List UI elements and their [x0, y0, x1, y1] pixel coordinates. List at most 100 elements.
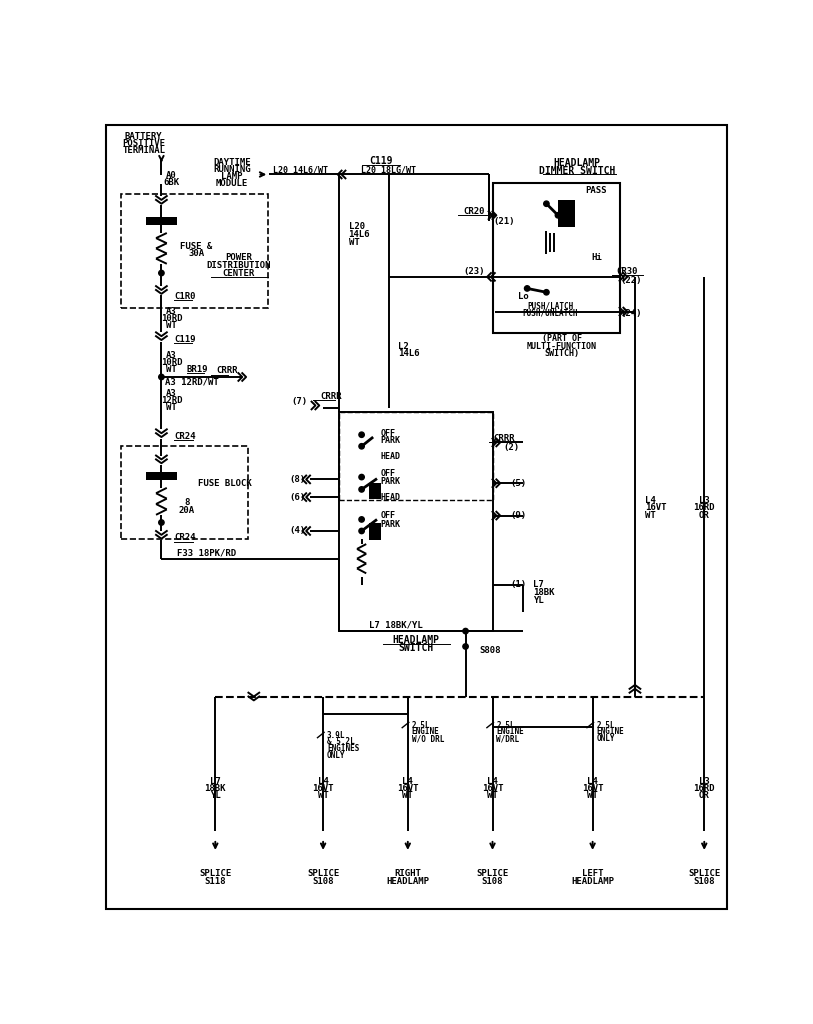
Text: PARK: PARK: [380, 477, 401, 486]
Text: CRRR: CRRR: [216, 367, 237, 376]
Circle shape: [359, 517, 364, 522]
Text: L4: L4: [402, 777, 413, 785]
Text: WT: WT: [166, 365, 176, 374]
Text: ENGINES: ENGINES: [327, 744, 359, 754]
Bar: [369, 483, 380, 499]
Text: C119: C119: [175, 335, 196, 344]
Text: OR: OR: [699, 511, 710, 520]
Text: HEADLAMP: HEADLAMP: [554, 158, 601, 168]
Bar: [338, 412, 493, 631]
Bar: [338, 412, 493, 500]
Text: HEADLAMP: HEADLAMP: [392, 635, 439, 645]
Text: 16RD: 16RD: [693, 504, 715, 512]
Text: 18BK: 18BK: [205, 783, 226, 793]
Text: F33 18PK/RD: F33 18PK/RD: [176, 548, 236, 557]
Text: WT: WT: [349, 238, 359, 247]
Text: (24): (24): [620, 309, 641, 318]
Text: (21): (21): [493, 217, 515, 226]
Text: & 5.2L: & 5.2L: [327, 737, 354, 746]
Text: C119: C119: [369, 157, 393, 166]
Text: ENGINE: ENGINE: [411, 727, 439, 736]
Text: L7: L7: [210, 777, 220, 785]
Text: WT: WT: [587, 791, 598, 800]
Text: L7 18BK/YL: L7 18BK/YL: [369, 621, 423, 630]
Text: 3.9L: 3.9L: [327, 730, 346, 739]
Text: L20: L20: [349, 222, 365, 231]
Text: 10RD: 10RD: [161, 357, 182, 367]
Text: A3 12RD/WT: A3 12RD/WT: [165, 378, 219, 387]
Text: PARK: PARK: [380, 436, 401, 445]
Text: LEFT: LEFT: [582, 869, 603, 879]
Text: L4: L4: [487, 777, 498, 785]
Text: L4: L4: [587, 777, 598, 785]
Text: HEADLAMP: HEADLAMP: [386, 877, 429, 886]
Text: 14L6: 14L6: [398, 349, 420, 358]
Bar: [493, 183, 620, 333]
Text: 6BK: 6BK: [163, 178, 180, 186]
Text: A3: A3: [166, 389, 176, 398]
Bar: [146, 472, 176, 480]
Text: 14L6: 14L6: [349, 230, 370, 239]
Text: CR24: CR24: [175, 534, 196, 543]
Text: 16VT: 16VT: [582, 783, 603, 793]
Text: YL: YL: [210, 791, 220, 800]
Text: (22): (22): [620, 276, 641, 286]
Text: 16VT: 16VT: [397, 783, 419, 793]
Circle shape: [565, 209, 571, 214]
Text: W/DRL: W/DRL: [497, 734, 520, 743]
Text: (PART OF: (PART OF: [541, 334, 582, 343]
Text: S108: S108: [693, 877, 715, 886]
Text: SPLICE: SPLICE: [199, 869, 232, 879]
Text: POWER: POWER: [225, 253, 252, 262]
Circle shape: [159, 520, 164, 525]
Text: L3: L3: [699, 496, 710, 505]
Text: W/O DRL: W/O DRL: [411, 734, 444, 743]
Text: (23): (23): [463, 267, 485, 276]
Text: SWITCH): SWITCH): [545, 349, 580, 358]
Text: CRRR: CRRR: [493, 434, 515, 443]
Text: SPLICE: SPLICE: [307, 869, 339, 879]
Text: A0: A0: [166, 171, 176, 180]
Text: HEAD: HEAD: [380, 493, 401, 502]
Bar: [120, 194, 268, 307]
Text: L4: L4: [318, 777, 328, 785]
Text: 10RD: 10RD: [161, 314, 182, 323]
Text: TERMINAL: TERMINAL: [122, 146, 165, 155]
Text: ENGINE: ENGINE: [497, 727, 524, 736]
Text: (5): (5): [511, 479, 526, 487]
Text: 18BK: 18BK: [533, 588, 554, 597]
Text: HEADLAMP: HEADLAMP: [571, 877, 614, 886]
Text: POSITIVE: POSITIVE: [122, 139, 165, 148]
Text: FUSE BLOCK: FUSE BLOCK: [198, 479, 252, 487]
Text: DIMMER SWITCH: DIMMER SWITCH: [539, 166, 615, 176]
Circle shape: [524, 286, 530, 291]
Text: 16VT: 16VT: [482, 783, 503, 793]
Circle shape: [463, 629, 468, 634]
Text: (2): (2): [504, 443, 520, 453]
Text: 16VT: 16VT: [645, 504, 667, 512]
Text: SWITCH: SWITCH: [398, 643, 433, 653]
Text: S108: S108: [312, 877, 334, 886]
Text: 2.5L: 2.5L: [497, 721, 515, 729]
Text: CRRR: CRRR: [320, 392, 341, 400]
Circle shape: [359, 474, 364, 480]
Text: CENTER: CENTER: [222, 268, 254, 278]
Text: L20 18LG/WT: L20 18LG/WT: [361, 165, 416, 174]
Text: RIGHT: RIGHT: [394, 869, 421, 879]
Text: PUSH/LATCH: PUSH/LATCH: [527, 302, 573, 310]
Circle shape: [159, 375, 164, 380]
Text: ONLY: ONLY: [597, 734, 615, 743]
Text: 12RD: 12RD: [161, 396, 182, 406]
Text: 30A: 30A: [188, 249, 204, 258]
Circle shape: [544, 290, 549, 295]
Text: OR: OR: [699, 791, 710, 800]
Text: S118: S118: [205, 877, 226, 886]
Text: BR19: BR19: [187, 365, 208, 374]
Circle shape: [359, 486, 364, 493]
Text: 16VT: 16VT: [312, 783, 334, 793]
Text: CR20: CR20: [463, 207, 485, 216]
Text: MULTI-FUNCTION: MULTI-FUNCTION: [527, 342, 597, 350]
Text: 2.5L: 2.5L: [411, 721, 430, 729]
Text: (7): (7): [292, 397, 307, 407]
Text: 16RD: 16RD: [693, 783, 715, 793]
